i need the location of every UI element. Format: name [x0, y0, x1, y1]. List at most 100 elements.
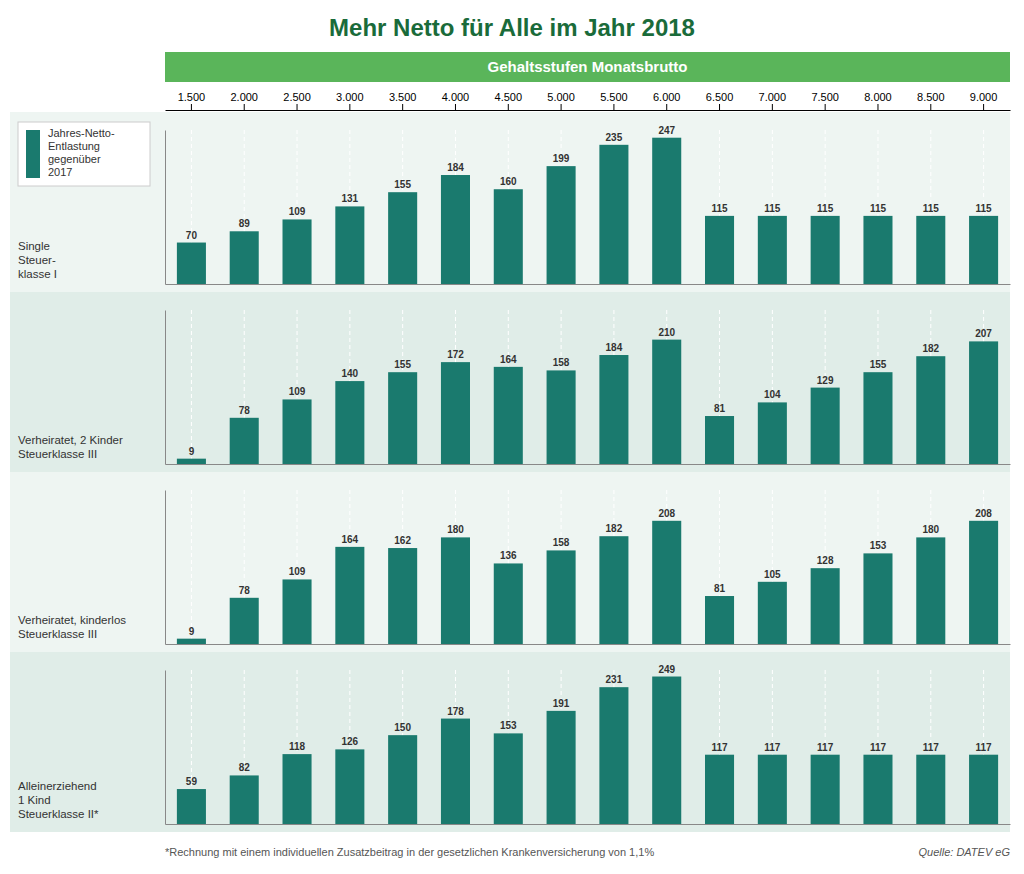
data-label: 105	[764, 569, 781, 580]
header-bar	[165, 52, 1010, 82]
data-label: 104	[764, 389, 781, 400]
data-label: 158	[553, 537, 570, 548]
data-label: 109	[289, 206, 306, 217]
data-label: 207	[975, 328, 992, 339]
bar	[811, 388, 840, 464]
tick-mark	[191, 104, 192, 110]
tick-label: 9.000	[970, 91, 998, 103]
text-line: 2017	[48, 166, 72, 178]
tick-label: 5.000	[547, 91, 575, 103]
bar	[283, 579, 312, 644]
data-label: 126	[342, 736, 359, 747]
bar	[388, 192, 417, 284]
bar	[705, 596, 734, 644]
text-line: Jahres-Netto-	[48, 127, 115, 139]
tick-mark	[719, 104, 720, 110]
y-axis-title: Jahres-Netto-Entlastunggegenüber2017	[48, 127, 115, 178]
text-line: gegenüber	[48, 153, 101, 165]
tick: 5.500	[600, 91, 628, 110]
data-label: 118	[289, 741, 306, 752]
panel-background	[10, 472, 1010, 652]
data-label: 235	[606, 132, 623, 143]
bar	[230, 598, 259, 644]
tick-label: 7.000	[759, 91, 787, 103]
data-label: 155	[394, 179, 411, 190]
bar	[599, 536, 628, 644]
data-label: 115	[817, 203, 834, 214]
text-line: Verheiratet, kinderlos	[18, 614, 126, 626]
tick-label: 5.500	[600, 91, 628, 103]
data-label: 184	[447, 162, 464, 173]
legend-box	[18, 122, 150, 186]
data-label: 117	[870, 742, 887, 753]
text-line: Steuer-	[18, 254, 56, 266]
tick-mark	[877, 104, 878, 110]
bar	[758, 582, 787, 644]
data-label: 172	[447, 349, 464, 360]
bar	[705, 216, 734, 284]
data-label: 109	[289, 386, 306, 397]
data-label: 191	[553, 698, 570, 709]
y-axis	[165, 671, 166, 825]
panel-background	[10, 292, 1010, 472]
data-label: 184	[606, 342, 623, 353]
bar	[969, 216, 998, 284]
data-label: 115	[870, 203, 887, 214]
group-label: Verheiratet, kinderlosSteuerklasse III	[18, 614, 126, 640]
data-label: 115	[711, 203, 728, 214]
bar	[599, 355, 628, 464]
x-axis: 1.5002.0002.5003.0003.5004.0004.5005.000…	[166, 91, 1011, 111]
grid-line	[191, 310, 192, 464]
data-label: 160	[500, 176, 517, 187]
plot-area	[177, 490, 998, 644]
bar	[916, 755, 945, 824]
data-label: 155	[870, 359, 887, 370]
bar	[811, 216, 840, 284]
data-label: 208	[658, 508, 675, 519]
axis-line	[166, 284, 1011, 285]
axis-line	[165, 671, 166, 825]
text-line: Single	[18, 240, 50, 252]
group-label: Verheiratet, 2 KinderSteuerklasse III	[18, 434, 123, 460]
plot-area	[177, 130, 998, 284]
tick: 6.000	[653, 91, 681, 110]
x-baseline	[166, 644, 1011, 645]
bar	[652, 340, 681, 464]
data-label: 164	[500, 354, 517, 365]
data-label: 150	[394, 722, 411, 733]
axis-line	[166, 644, 1011, 645]
text-line: klasse I	[18, 268, 57, 280]
group-label: Single Steuer-klasse I	[18, 240, 57, 280]
data-label: 164	[342, 534, 359, 545]
data-label: 70	[186, 230, 198, 241]
data-label: 115	[976, 203, 993, 214]
data-label: 131	[342, 193, 359, 204]
bar	[177, 639, 206, 644]
data-label: 117	[711, 742, 728, 753]
bar	[547, 166, 576, 284]
bar	[916, 537, 945, 644]
panel: 7089109131155184160199235247115115115115…	[10, 112, 1011, 292]
tick-mark	[825, 104, 826, 110]
text-line: 1 Kind	[18, 794, 51, 806]
bar	[494, 189, 523, 284]
bar	[335, 547, 364, 644]
bar	[811, 568, 840, 644]
tick-label: 2.500	[283, 91, 311, 103]
x-axis-title: Gehaltsstufen Monatsbrutto	[487, 58, 687, 75]
tick-label: 7.500	[811, 91, 839, 103]
tick: 6.500	[706, 91, 734, 110]
data-label: 158	[553, 357, 570, 368]
bar	[177, 459, 206, 464]
bar	[863, 372, 892, 464]
data-label: 81	[714, 583, 726, 594]
data-label: 109	[289, 566, 306, 577]
tick: 8.500	[917, 91, 945, 110]
tick: 5.000	[547, 91, 575, 110]
bar	[758, 755, 787, 824]
bar	[177, 789, 206, 824]
tick-mark	[561, 104, 562, 110]
title: Mehr Netto für Alle im Jahr 2018	[329, 14, 695, 41]
data-label: 117	[817, 742, 834, 753]
data-label: 82	[239, 762, 251, 773]
